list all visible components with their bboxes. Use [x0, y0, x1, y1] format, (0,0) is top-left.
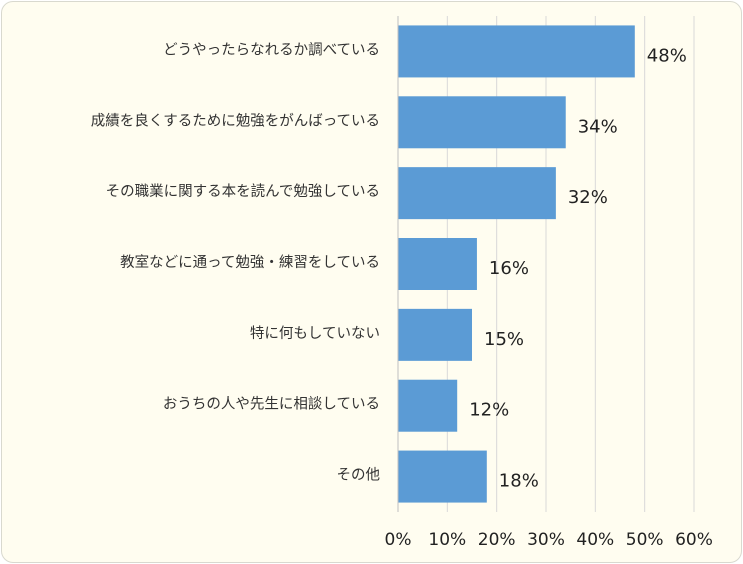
category-label: 教室などに通って勉強・練習をしている — [120, 254, 380, 271]
bar — [398, 308, 472, 361]
data-label: 34% — [578, 116, 618, 137]
bar — [398, 25, 635, 78]
x-tick-label: 20% — [478, 530, 516, 550]
x-tick-label: 30% — [527, 530, 565, 550]
data-label: 18% — [499, 471, 539, 492]
x-tick-label: 60% — [675, 530, 713, 550]
x-tick-label: 50% — [626, 530, 664, 550]
bar — [398, 379, 458, 432]
bar — [398, 96, 566, 149]
data-label: 16% — [489, 258, 529, 279]
category-label: 成績を良くするために勉強をがんばっている — [91, 112, 380, 129]
x-tick-label: 0% — [385, 530, 412, 550]
data-label: 15% — [484, 329, 524, 350]
category-label: どうやったらなれるか調べている — [163, 41, 380, 58]
bar — [398, 167, 556, 220]
category-label: その職業に関する本を読んで勉強している — [106, 183, 380, 200]
bar — [398, 238, 477, 290]
data-label: 12% — [469, 400, 509, 421]
category-label: その他 — [337, 467, 381, 484]
data-label: 32% — [568, 187, 608, 208]
category-label: 特に何もしていない — [250, 325, 380, 342]
x-tick-label: 10% — [428, 530, 466, 550]
bar — [398, 450, 487, 503]
data-label: 48% — [647, 45, 687, 66]
category-label: おうちの人や先生に相談している — [163, 396, 380, 413]
x-tick-label: 40% — [576, 530, 614, 550]
